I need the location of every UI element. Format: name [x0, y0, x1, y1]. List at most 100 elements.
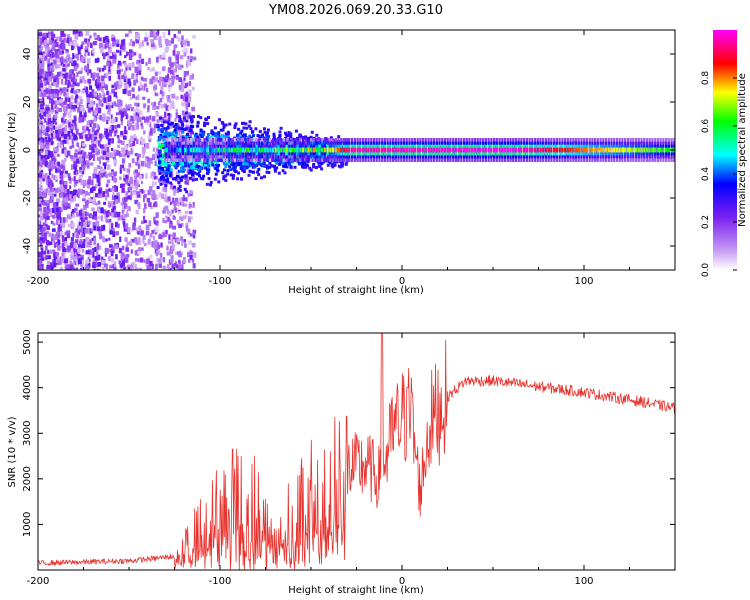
- heatmap-cell: [169, 155, 173, 159]
- heatmap-cell: [126, 105, 129, 110]
- figure-title: YM08.2026.069.20.33.G10: [268, 3, 443, 18]
- heatmap-cell: [146, 143, 150, 149]
- heatmap-cell: [53, 75, 56, 81]
- heatmap-cell: [73, 54, 77, 59]
- heatmap-cell: [184, 161, 187, 165]
- heatmap-cell: [141, 146, 146, 153]
- heatmap-cell: [65, 49, 69, 53]
- heatmap-cell: [147, 238, 151, 245]
- heatmap-cell: [105, 52, 109, 57]
- heatmap-cell: [71, 138, 74, 145]
- heatmap-cell: [49, 99, 52, 104]
- heatmap-cell: [188, 80, 192, 87]
- heatmap-cell: [130, 39, 133, 44]
- heatmap-cell: [166, 125, 170, 129]
- heatmap-cell: [132, 93, 135, 99]
- heatmap-cell: [65, 97, 68, 102]
- ridge-cell: [329, 147, 332, 153]
- heatmap-cell: [95, 193, 98, 198]
- heatmap-cell: [102, 190, 105, 197]
- heatmap-cell: [52, 117, 56, 123]
- heatmap-cell: [44, 80, 47, 86]
- heatmap-cell: [200, 162, 204, 166]
- heatmap-cell: [178, 115, 181, 119]
- heatmap-cell: [198, 174, 201, 178]
- heatmap-cell: [286, 156, 290, 160]
- heatmap-cell: [41, 127, 45, 133]
- heatmap-cell: [131, 119, 135, 124]
- heatmap-cell: [62, 68, 66, 72]
- heatmap-cell: [64, 231, 67, 236]
- heatmap-cell: [115, 39, 120, 45]
- heatmap-cell: [121, 187, 125, 193]
- heatmap-cell: [63, 252, 66, 259]
- heatmap-cell: [51, 89, 56, 94]
- heatmap-cell: [131, 228, 135, 232]
- heatmap-cell: [56, 56, 60, 61]
- heatmap-cell: [163, 230, 167, 236]
- heatmap-cell: [193, 142, 197, 146]
- heatmap-cell: [169, 94, 172, 98]
- heatmap-cell: [51, 100, 54, 105]
- ridge-cell: [260, 147, 264, 153]
- heatmap-cell: [54, 88, 59, 93]
- heatmap-cell: [108, 218, 112, 223]
- heatmap-cell: [82, 166, 86, 171]
- heatmap-cell: [168, 133, 172, 137]
- heatmap-cell: [135, 193, 138, 199]
- heatmap-cell: [110, 63, 114, 67]
- heatmap-cell: [127, 120, 130, 125]
- heatmap-cell: [121, 203, 124, 210]
- heatmap-cell: [222, 123, 226, 127]
- heatmap-cell: [38, 35, 42, 40]
- heatmap-cell: [61, 180, 64, 185]
- heatmap-cell: [143, 259, 146, 263]
- heatmap-cell: [54, 188, 59, 193]
- heatmap-cell: [45, 255, 48, 261]
- heatmap-cell: [188, 97, 191, 103]
- heatmap-cell: [135, 138, 139, 145]
- heatmap-cell: [128, 54, 133, 61]
- heatmap-cell: [155, 212, 159, 219]
- heatmap-cell: [251, 130, 255, 134]
- heatmap-cell: [64, 125, 68, 131]
- ridge-cell: [200, 147, 204, 153]
- heatmap-cell: [43, 138, 46, 145]
- heatmap-cell: [90, 227, 94, 232]
- heatmap-cell: [74, 91, 77, 95]
- heatmap-cell: [130, 116, 134, 121]
- heatmap-cell: [74, 242, 78, 248]
- heatmap-cell: [53, 132, 56, 139]
- heatmap-cell: [40, 224, 44, 228]
- heatmap-cell: [139, 257, 144, 263]
- heatmap-cell: [186, 128, 190, 132]
- heatmap-cell: [149, 160, 153, 164]
- heatmap-cell: [54, 49, 58, 55]
- heatmap-cell: [496, 153, 500, 156]
- heatmap-cell: [161, 91, 165, 97]
- heatmap-cell: [87, 262, 91, 268]
- heatmap-cell: [78, 258, 82, 265]
- heatmap-cell: [242, 126, 246, 130]
- heatmap-cell: [70, 177, 74, 182]
- heatmap-cell: [206, 133, 210, 136]
- heatmap-cell: [59, 36, 63, 42]
- heatmap-cell: [98, 82, 102, 88]
- heatmap-cell: [157, 30, 160, 35]
- heatmap-cell: [140, 58, 145, 64]
- heatmap-cell: [144, 32, 148, 38]
- ridge-cell: [321, 147, 324, 153]
- heatmap-cell: [190, 162, 193, 166]
- heatmap-cell: [71, 194, 75, 200]
- heatmap-cell: [48, 89, 53, 96]
- ridge-cell: [473, 147, 477, 153]
- heatmap-cell: [128, 30, 132, 34]
- heatmap-cell: [171, 177, 175, 181]
- heatmap-cell: [90, 154, 94, 158]
- heatmap-cell: [50, 130, 55, 136]
- ridge-cell: [241, 147, 244, 153]
- heatmap-cell: [92, 122, 97, 129]
- heatmap-cell: [96, 251, 99, 255]
- heatmap-cell: [75, 95, 79, 99]
- heatmap-cell: [117, 134, 120, 139]
